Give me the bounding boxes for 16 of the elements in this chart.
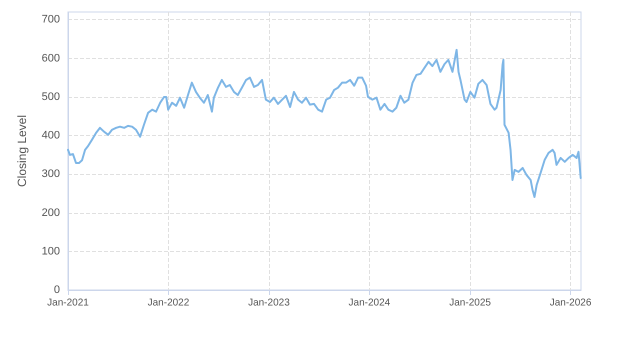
y-tick-label: 100 (42, 245, 60, 258)
y-tick-label: 700 (42, 14, 60, 26)
x-tick-label: Jan-2026 (550, 298, 592, 308)
x-tick-label: Jan-2023 (248, 298, 290, 308)
y-tick-label: 300 (42, 168, 60, 180)
x-tick-label: Jan-2024 (348, 298, 391, 308)
line-series (67, 48, 582, 198)
x-tick-label: Jan-2021 (47, 298, 90, 308)
y-tick-label: 400 (42, 130, 60, 142)
x-tick-label: Jan-2025 (449, 298, 492, 308)
y-tick-label: 500 (42, 90, 60, 103)
y-tick-label: 200 (42, 206, 60, 219)
y-tick-label: 0 (54, 284, 60, 296)
y-tick-label: 600 (42, 52, 60, 64)
x-tick-label: Jan-2022 (148, 298, 190, 308)
y-axis-title: Closing Level (15, 114, 29, 188)
